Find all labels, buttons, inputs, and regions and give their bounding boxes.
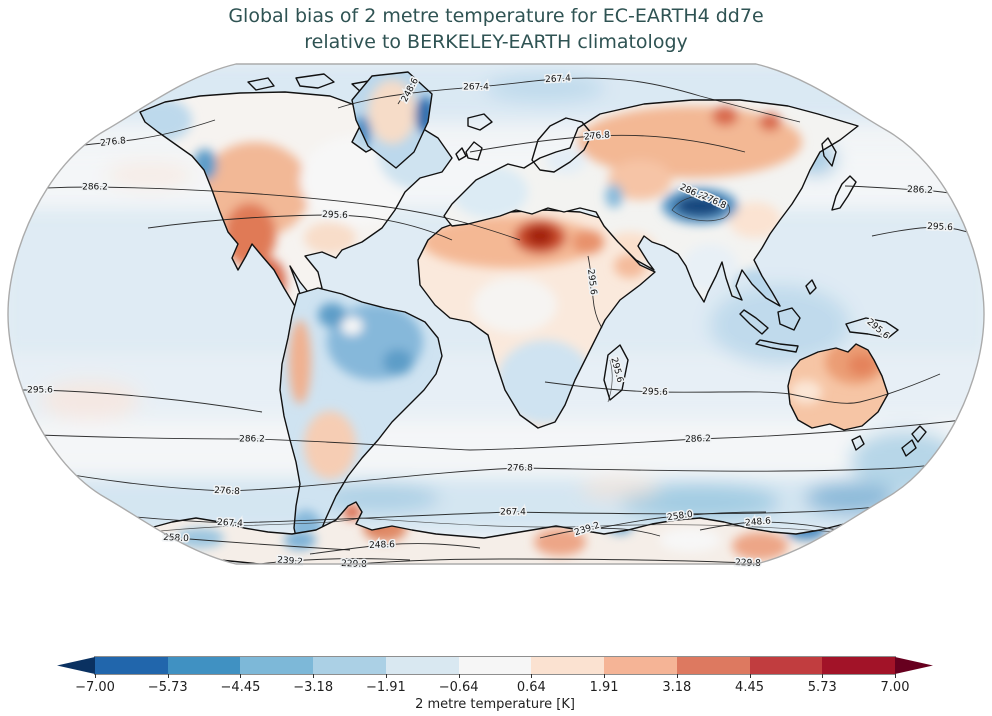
colorbar-tick-label: 3.18	[662, 680, 692, 695]
colorbar-under-arrow	[57, 657, 95, 674]
colorbar-segment	[385, 657, 459, 674]
colorbar-tick-label: 5.73	[807, 680, 837, 695]
contour-label: 248.6	[369, 540, 395, 551]
new-guinea	[845, 317, 899, 339]
contour-label: 248.6	[745, 516, 772, 528]
colorbar-axis-label: 2 metre temperature [K]	[415, 697, 575, 712]
contour-label: 229.8	[735, 558, 761, 568]
colorbar-segment	[676, 657, 750, 674]
colorbar-over-arrow	[895, 657, 933, 674]
colorbar-segment	[240, 657, 314, 674]
colorbar-tick-label: −0.64	[438, 680, 479, 695]
colorbar-segment	[458, 657, 532, 674]
figure-title: Global bias of 2 metre temperature for E…	[0, 3, 992, 55]
colorbar-tick-label: −4.45	[220, 680, 261, 695]
colorbar-tick-label: 4.45	[735, 680, 765, 695]
colorbar-tick-label: 0.64	[516, 680, 546, 695]
colorbar-ticks	[95, 674, 896, 679]
colorbar-tick-mark	[531, 674, 533, 678]
contour-label: 239.2	[277, 555, 304, 567]
colorbar-tick-label: −5.73	[147, 680, 188, 695]
title-line-1: Global bias of 2 metre temperature for E…	[228, 5, 764, 27]
colorbar-segment	[604, 657, 677, 674]
contour-label: 276.8	[100, 136, 127, 149]
britain	[465, 141, 483, 161]
contour-label: 258.0	[163, 533, 190, 544]
colorbar-tick-mark	[749, 674, 751, 678]
contour-label: 276.8	[507, 464, 533, 474]
contour-label: 286.2	[685, 434, 711, 445]
maritime-continent	[739, 279, 899, 353]
kamchatka	[821, 137, 837, 167]
contour-label: 286.2	[907, 185, 933, 196]
contour-label: 286.2	[239, 435, 265, 445]
contour-label: 295.6	[27, 386, 53, 396]
continent-eurasia	[443, 99, 859, 307]
colorbar-tick-mark	[385, 674, 387, 678]
colorbar	[57, 656, 933, 675]
colorbar-tick-mark	[240, 674, 242, 678]
colorbar-tick-mark	[604, 674, 606, 678]
world-map: 267.4 267.4 248.6 276.8 276.8 286.2 286.2 286.2…	[7, 63, 985, 568]
colorbar-segment	[531, 657, 605, 674]
colorbar-segment	[822, 657, 896, 674]
colorbar-segment	[749, 657, 823, 674]
contour-label: 295.6	[585, 269, 598, 296]
contour-label: 267.4	[500, 508, 526, 518]
colorbar-segments	[94, 656, 896, 675]
colorbar-tick-label: 7.00	[880, 680, 910, 695]
new-zealand	[901, 425, 927, 457]
contour-label: 267.4	[463, 83, 489, 93]
iceland	[467, 113, 493, 131]
japan	[831, 175, 857, 211]
contour-label: 286.2	[82, 183, 108, 193]
colorbar-tick-label: −7.00	[75, 680, 115, 695]
contour-label: 267.4	[545, 74, 572, 85]
colorbar-tick-mark	[895, 674, 896, 678]
colorbar-tick-label: −1.91	[365, 680, 406, 695]
colorbar-tick-mark	[822, 674, 824, 678]
colorbar-tick-mark	[458, 674, 460, 678]
title-line-2: relative to BERKELEY-EARTH climatology	[304, 31, 688, 53]
colorbar-tick-mark	[95, 674, 96, 678]
colorbar-tick-labels: −7.00 −5.73 −4.45 −3.18 −1.91 −0.64 0.64 1.91 3.…	[75, 680, 909, 696]
colorbar-tick-label: 1.91	[589, 680, 619, 695]
tasmania	[851, 435, 865, 451]
colorbar-segment	[95, 657, 168, 674]
scandinavia	[531, 117, 593, 173]
colorbar-tick-mark	[676, 674, 678, 678]
contour-label: 276.8	[584, 130, 611, 142]
contour-label: 295.6	[927, 222, 954, 233]
contour-label: 295.6	[642, 387, 668, 398]
colorbar-tick-label: −3.18	[293, 680, 334, 695]
colorbar-tick-mark	[313, 674, 315, 678]
contour-label: 276.8	[214, 486, 241, 497]
colorbar-segment	[167, 657, 241, 674]
colorbar-segment	[313, 657, 386, 674]
colorbar-tick-mark	[167, 674, 169, 678]
contour-label: 267.4	[217, 518, 244, 529]
ireland	[455, 147, 467, 161]
contour-label: 295.6	[322, 210, 348, 221]
